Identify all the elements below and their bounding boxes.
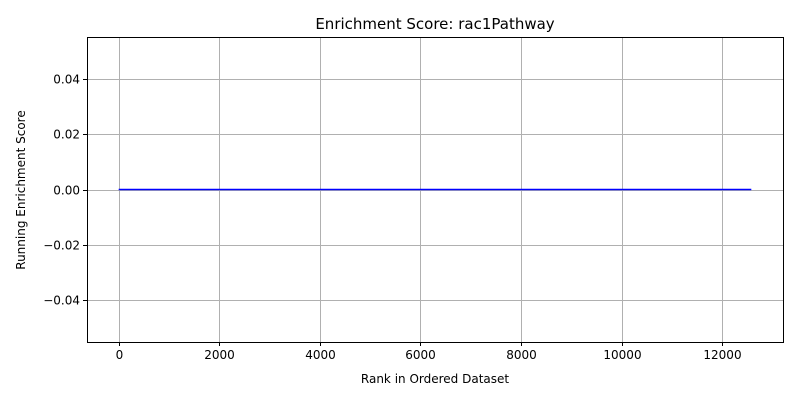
x-tick-label: 6000 xyxy=(405,348,436,362)
x-tick-label: 4000 xyxy=(305,348,336,362)
y-tick-label: 0.04 xyxy=(53,73,80,87)
x-tick-label: 0 xyxy=(116,348,124,362)
x-axis-label: Rank in Ordered Dataset xyxy=(361,372,509,386)
y-tick-label: 0.00 xyxy=(53,184,80,198)
y-tick-label: −0.04 xyxy=(43,294,80,308)
x-tick-label: 8000 xyxy=(506,348,537,362)
chart-title: Enrichment Score: rac1Pathway xyxy=(315,15,554,33)
x-tick-label: 12000 xyxy=(703,348,741,362)
y-tick-label: 0.02 xyxy=(53,128,80,142)
plot-frame xyxy=(87,37,784,343)
y-axis-ticks: 0.04 0.02 0.00 −0.02 −0.04 xyxy=(43,73,87,308)
y-axis-label: Running Enrichment Score xyxy=(14,110,28,269)
x-axis-ticks: 0 2000 4000 6000 8000 10000 12000 xyxy=(116,342,742,362)
x-tick-label: 2000 xyxy=(204,348,235,362)
x-tick-label: 10000 xyxy=(603,348,641,362)
y-tick-label: −0.02 xyxy=(43,239,80,253)
